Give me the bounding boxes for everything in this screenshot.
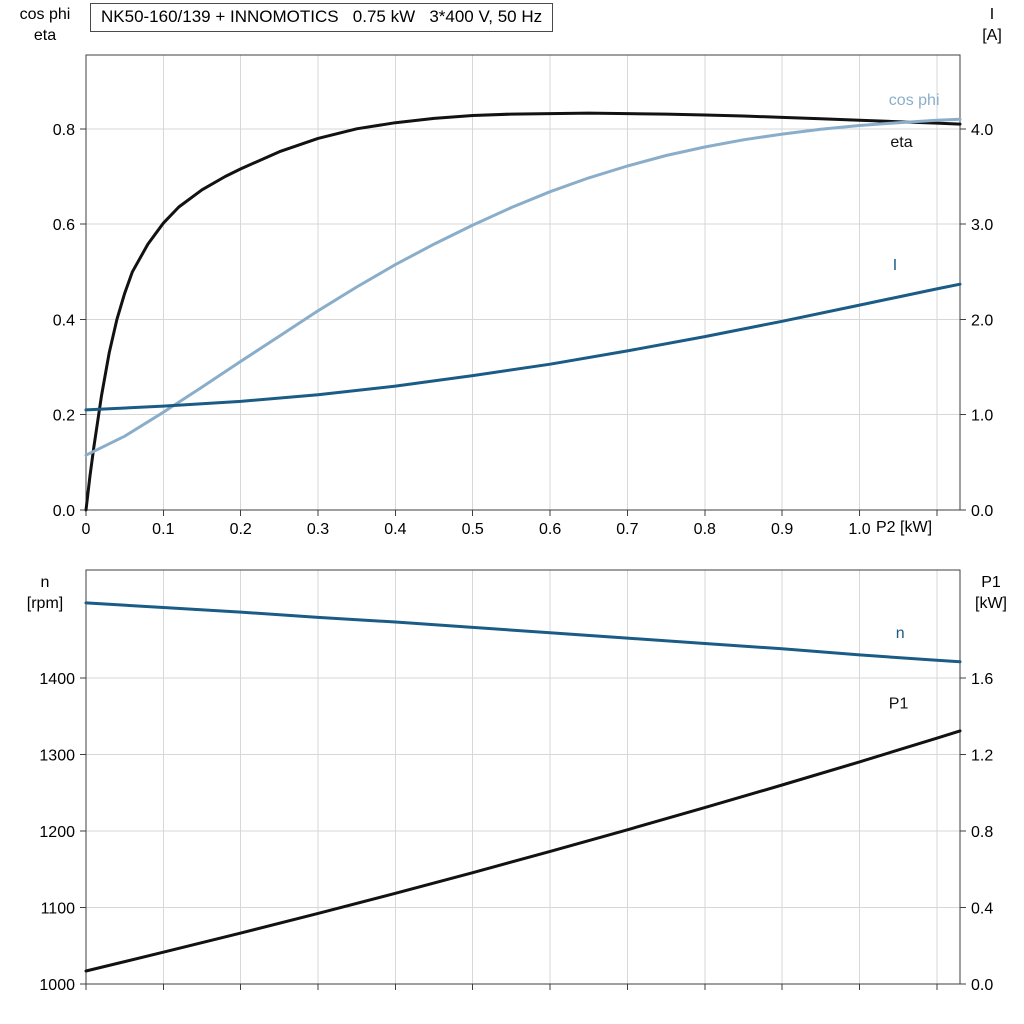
left-axis-title-line2: [rpm]	[26, 595, 64, 612]
chart-title: NK50-160/139 + INNOMOTICS 0.75 kW 3*400 …	[90, 3, 554, 32]
curve-label-I: I	[893, 257, 897, 274]
left-axis-title-line2: eta	[33, 27, 57, 44]
x-axis-tick-label: 0.3	[307, 521, 329, 538]
left-axis-tick-label: 1300	[39, 747, 75, 764]
left-axis-tick-label: 0.4	[53, 312, 75, 329]
right-axis-tick-label: 0.0	[971, 977, 993, 994]
right-axis-tick-label: 0.0	[971, 503, 993, 520]
x-axis-tick-label: 0.9	[771, 521, 793, 538]
x-axis-label: P2 [kW]	[876, 519, 933, 536]
x-axis-tick-label: 1.0	[848, 521, 870, 538]
right-axis-tick-label: 1.0	[971, 408, 993, 425]
x-axis-tick-label: 0.7	[616, 521, 638, 538]
curve-label-cos_phi: cos phi	[889, 92, 940, 109]
curve-cos_phi	[84, 117, 962, 457]
curve-label-n: n	[896, 625, 905, 642]
left-axis-tick-label: 0.2	[53, 408, 75, 425]
left-axis-tick-label: 0.6	[53, 217, 75, 234]
left-axis-tick-label: 1400	[39, 671, 75, 688]
x-axis-tick-label: 0.2	[230, 521, 252, 538]
right-axis-title-line2: [kW]	[975, 595, 1007, 612]
x-axis-tick-label: 0	[82, 521, 91, 538]
left-axis-tick-label: 1100	[41, 901, 76, 918]
top-chart-right-axis-title: I [A]	[964, 4, 1020, 46]
left-axis-tick-label: 1200	[39, 824, 75, 841]
right-axis-title-line1: P1	[981, 574, 1001, 591]
right-axis-tick-label: 1.2	[971, 747, 993, 764]
left-axis-tick-label: 1000	[39, 977, 75, 994]
right-axis-tick-label: 0.4	[971, 901, 993, 918]
left-axis-title-line1: cos phi	[19, 6, 71, 23]
right-axis-title-line1: I	[989, 6, 995, 23]
curve-P1	[84, 729, 962, 973]
x-axis-tick-label: 0.8	[694, 521, 716, 538]
right-axis-title-line2: [A]	[982, 27, 1002, 44]
right-axis-tick-label: 0.8	[971, 824, 993, 841]
curve-n	[84, 601, 962, 664]
right-axis-tick-label: 2.0	[971, 312, 993, 329]
curve-I	[84, 282, 962, 412]
x-axis-tick-label: 0.1	[152, 521, 174, 538]
right-axis-tick-label: 1.6	[971, 671, 993, 688]
curve-label-eta: eta	[890, 134, 912, 151]
right-axis-tick-label: 4.0	[971, 122, 993, 139]
bottom-chart-left-axis-title: n [rpm]	[2, 572, 88, 614]
left-axis-tick-label: 0.0	[53, 503, 75, 520]
x-axis-tick-label: 0.6	[539, 521, 561, 538]
right-axis-tick-label: 3.0	[971, 217, 993, 234]
x-axis-tick-label: 0.4	[384, 521, 406, 538]
curve-label-P1: P1	[889, 696, 909, 713]
x-axis-tick-label: 0.5	[462, 521, 484, 538]
plot-frame	[85, 569, 961, 985]
left-axis-tick-label: 0.8	[53, 122, 75, 139]
left-axis-title-line1: n	[40, 574, 50, 591]
curve-eta	[84, 111, 962, 512]
top-chart-left-axis-title: cos phi eta	[2, 4, 88, 46]
plot-frame	[85, 54, 961, 511]
bottom-chart-right-axis-title: P1 [kW]	[960, 572, 1022, 614]
